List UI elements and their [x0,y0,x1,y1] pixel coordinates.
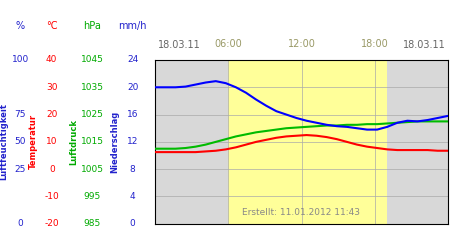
Text: mm/h: mm/h [118,21,147,31]
Text: 16: 16 [127,110,139,119]
Text: %: % [16,21,25,31]
Text: 40: 40 [46,56,58,64]
Text: 24: 24 [127,56,139,64]
Text: 18:00: 18:00 [361,39,388,49]
Text: 0: 0 [49,165,54,174]
Text: 995: 995 [84,192,101,201]
Text: 1045: 1045 [81,56,104,64]
Text: 985: 985 [84,219,101,228]
Text: Luftdruck: Luftdruck [69,119,78,165]
Text: 10: 10 [46,138,58,146]
Bar [228,60,387,224]
Text: 20: 20 [46,110,58,119]
Text: -20: -20 [45,219,59,228]
Text: 1015: 1015 [81,138,104,146]
Text: °C: °C [46,21,58,31]
Text: 1025: 1025 [81,110,104,119]
Text: 18.03.11: 18.03.11 [403,40,446,50]
Text: 25: 25 [14,165,26,174]
Text: hPa: hPa [83,21,101,31]
Text: 100: 100 [12,56,29,64]
Text: 1005: 1005 [81,165,104,174]
Text: 0: 0 [130,219,135,228]
Text: Luftfeuchtigkeit: Luftfeuchtigkeit [0,104,8,180]
Text: 75: 75 [14,110,26,119]
Text: Temperatur: Temperatur [29,114,38,170]
Text: 50: 50 [14,138,26,146]
Text: 0: 0 [18,219,23,228]
Text: 8: 8 [130,165,135,174]
Text: 4: 4 [130,192,135,201]
Text: 06:00: 06:00 [215,39,242,49]
Text: 20: 20 [127,83,139,92]
Text: 1035: 1035 [81,83,104,92]
Text: 12:00: 12:00 [288,39,315,49]
Text: Erstellt: 11.01.2012 11:43: Erstellt: 11.01.2012 11:43 [243,208,360,217]
Text: 12: 12 [127,138,139,146]
Text: Niederschlag: Niederschlag [110,111,119,173]
Text: 30: 30 [46,83,58,92]
Text: -10: -10 [45,192,59,201]
Text: 18.03.11: 18.03.11 [158,40,200,50]
